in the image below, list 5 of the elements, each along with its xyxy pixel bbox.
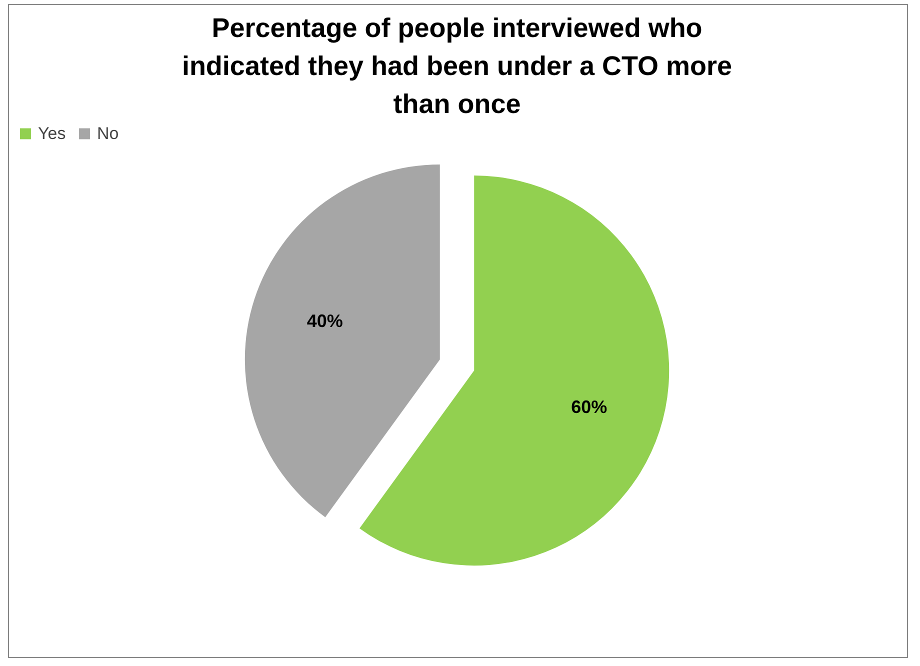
data-label: 60%: [571, 396, 608, 417]
data-label: 40%: [306, 311, 343, 332]
chart-title: Percentage of people interviewed who indicated they had been under a CTO more than once: [182, 13, 732, 119]
legend-label: Yes: [38, 124, 66, 143]
legend-label: No: [97, 124, 119, 143]
